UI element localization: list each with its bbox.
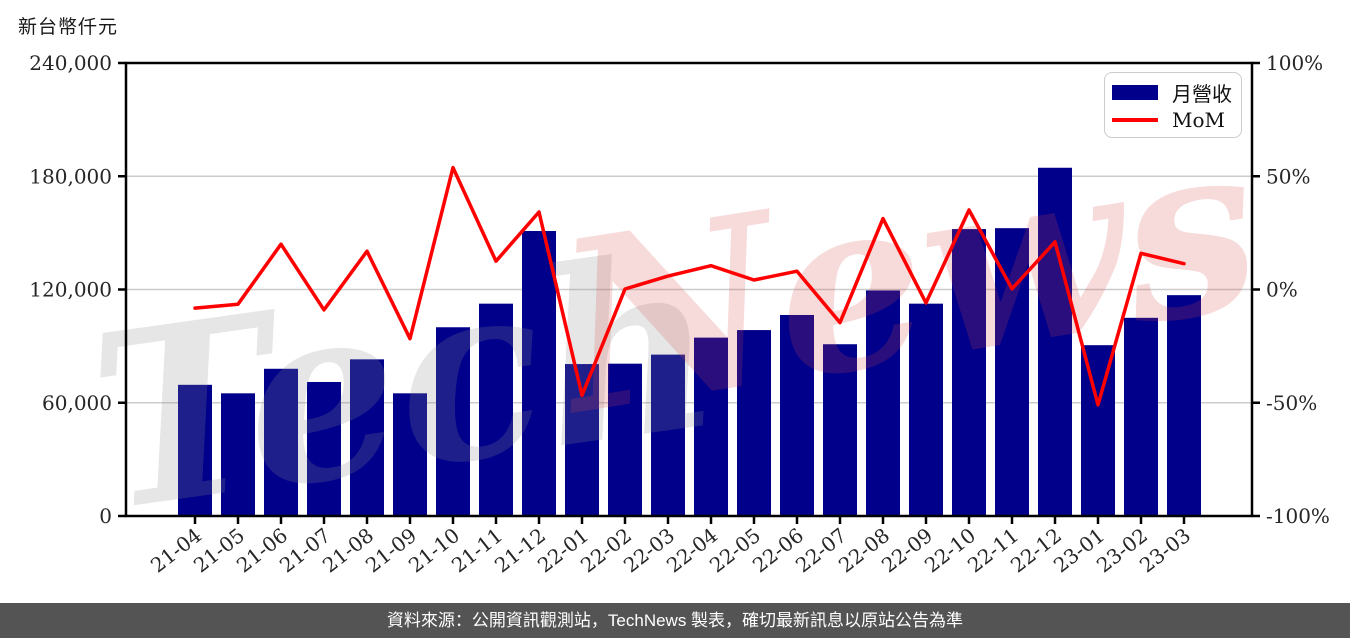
source-footer: 資料來源：公開資訊觀測站，TechNews 製表，確切最新訊息以原站公告為準 — [0, 603, 1350, 638]
revenue-bars — [178, 167, 1201, 517]
y-right-tick-label: 0% — [1266, 278, 1298, 302]
y-left-tick-label: 240,000 — [29, 51, 112, 75]
legend-revenue-label: 月營收 — [1172, 82, 1232, 106]
y-right-tick-label: -50% — [1266, 391, 1317, 415]
chart-area: 新台幣仟元 Tech News 0 60,000 120,000 180,000 240,0… — [18, 17, 1330, 577]
bar-22-08 — [866, 290, 900, 516]
bar-21-04 — [178, 384, 212, 516]
y-right-tick-label: 100% — [1266, 51, 1323, 75]
y-left-tick-label: 120,000 — [29, 278, 112, 302]
bar-21-10 — [436, 327, 470, 516]
bar-21-07 — [307, 381, 341, 516]
legend-item-mom: MoM — [1112, 108, 1233, 132]
bar-22-07 — [823, 344, 857, 516]
bar-22-05 — [737, 330, 771, 516]
legend: 月營收 MoM — [1104, 72, 1242, 138]
bar-23-01 — [1081, 345, 1115, 516]
left-axis-unit-label: 新台幣仟元 — [18, 17, 119, 38]
bar-23-03 — [1167, 295, 1201, 516]
revenue-bar-swatch — [1112, 85, 1158, 100]
bar-21-06 — [264, 368, 298, 516]
legend-item-revenue: 月營收 — [1112, 78, 1233, 107]
bar-22-02 — [608, 363, 642, 516]
revenue-mom-chart: TechNews060,000120,000180,000240,000-100… — [29, 51, 1330, 577]
bar-22-12 — [1038, 167, 1072, 516]
y-right-tick-label: -100% — [1266, 504, 1330, 528]
y-axis-left: 0 60,000 120,000 180,000 240,000 — [29, 51, 126, 528]
mom-line-swatch — [1112, 117, 1158, 123]
bar-21-11 — [479, 303, 513, 516]
bar-21-09 — [393, 393, 427, 516]
bar-23-02 — [1124, 317, 1158, 516]
mom-line — [193, 165, 1186, 407]
y-left-tick-label: 0 — [99, 504, 112, 528]
legend-mom-label: MoM — [1172, 108, 1225, 132]
bar-21-12 — [522, 230, 556, 517]
bar-22-03 — [651, 354, 685, 516]
bar-21-08 — [350, 359, 384, 516]
y-left-tick-label: 180,000 — [29, 164, 112, 188]
bar-21-05 — [221, 393, 255, 516]
bar-22-10 — [952, 229, 986, 516]
y-right-tick-label: 50% — [1266, 164, 1310, 188]
bar-22-04 — [694, 337, 728, 516]
watermark-news: News — [535, 86, 1275, 469]
x-tick-label: 23-03 — [1135, 523, 1195, 577]
y-axis-right: -100% -50% 0% 50% 100% — [1252, 51, 1330, 528]
y-left-tick-label: 60,000 — [42, 391, 112, 415]
bar-22-06 — [780, 314, 814, 516]
bar-22-09 — [909, 303, 943, 516]
